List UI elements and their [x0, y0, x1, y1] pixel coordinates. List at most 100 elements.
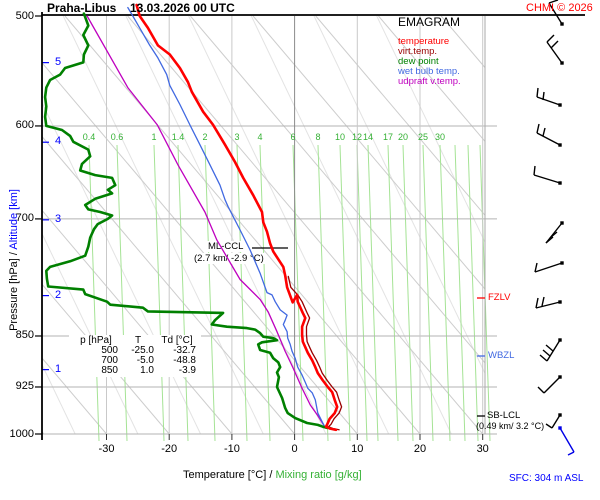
mixing-ratio-value: 25 [417, 132, 428, 142]
altitude-tick-label: 2 [55, 288, 62, 301]
mixing-ratio-line [236, 144, 248, 442]
wind-barb-dot [560, 61, 564, 65]
wind-barb-segment [542, 127, 546, 137]
wind-barb-dot [558, 375, 562, 379]
mixing-ratio-line [339, 144, 351, 442]
ml-ccl-label: ML-CCL [207, 241, 245, 252]
wind-barb-dot [558, 338, 562, 342]
moist-adiabat [376, 16, 485, 244]
wind-barb [537, 375, 562, 394]
table-cell: -32.7 [173, 345, 196, 356]
wind-barb-segment [535, 297, 539, 309]
moist-adiabat [62, 16, 264, 434]
mixing-ratio-value: 2 [202, 132, 208, 142]
mixing-ratio-value: 14 [362, 132, 373, 142]
sounding-data-table: p [hPa] T Td [°C] 500 -25.0 -32.7 700 -5.0 -48.8… [69, 335, 201, 377]
wind-barb-segment [546, 339, 561, 362]
wind-barb-segment [546, 41, 563, 64]
wind-barb-segment [546, 34, 555, 43]
dry-adiabat [315, 16, 485, 216]
wind-barb-segment [534, 262, 563, 273]
wind-barb [545, 413, 562, 429]
temperature-axis-label: Temperature [°C] [183, 469, 267, 481]
mixing-ratio-line [387, 144, 399, 442]
table-header-cell: p [hPa] [80, 335, 112, 346]
wind-barb-segment [567, 451, 575, 456]
wind-barb-dot [560, 22, 564, 26]
wind-barb [558, 426, 575, 456]
table-cell: -3.9 [178, 365, 196, 376]
wind-barb [536, 87, 562, 107]
wind-barb-dot [560, 261, 564, 265]
moist-adiabat [188, 16, 390, 434]
mixing-ratio-line [317, 144, 329, 442]
altitude-tick-label: 4 [55, 135, 62, 148]
wind-barb-segment [542, 349, 551, 357]
wind-barb-segment [536, 123, 540, 134]
legend-item-udpraft-v-temp-: udpraft v.temp. [398, 76, 461, 87]
moist-adiabat [313, 16, 485, 375]
table-cell: -25.0 [131, 345, 154, 356]
dry-adiabat [42, 61, 358, 434]
wind-barb-segment [533, 174, 561, 184]
table-header-row: p [hPa] T Td [°C] [72, 336, 198, 346]
legend-item-wet-bulb-temp-: wet bulb temp. [398, 66, 460, 77]
wind-barb-dot [558, 143, 562, 147]
pressure-tick-label: 700 [15, 212, 34, 225]
left-axis-title: Pressure [hPa] / Altitude [km] [8, 189, 20, 331]
pressure-tick-label: 1000 [9, 427, 34, 440]
table-header-cell: T [134, 335, 142, 346]
wind-barb-segment [534, 262, 538, 273]
mixing-ratio-line [204, 144, 216, 442]
wind-barb-dot [558, 426, 562, 430]
wind-barb-dot [560, 221, 564, 225]
mixing-ratio-value: 1 [151, 132, 157, 142]
wind-barb-segment [548, 0, 559, 4]
curve-dew-point [43, 12, 329, 430]
curve-virt-temp- [287, 275, 343, 431]
wind-barb [534, 261, 564, 273]
mixing-ratio-line [367, 144, 379, 442]
pressure-tick-label: 600 [15, 119, 34, 132]
mixing-ratio-line [422, 144, 434, 442]
wind-barb-segment [545, 236, 554, 244]
wind-barb-dot [558, 300, 562, 304]
wind-barb-segment [549, 231, 558, 239]
mixing-ratio-value: 3 [234, 132, 240, 142]
wind-barb-segment [536, 96, 561, 106]
dry-adiabat [252, 16, 485, 290]
copyright-text: CHMI © 2026 [526, 2, 593, 14]
wind-barb-segment [539, 354, 548, 362]
axis-separator-2: / [266, 469, 276, 481]
pressure-tick-label: 500 [15, 9, 34, 22]
mixing-ratio-value: 0.6 [110, 132, 124, 142]
table-header-cell: Td [°C] [161, 335, 193, 346]
wind-barb-segment [548, 2, 563, 25]
station-title: Praha-Libus [47, 1, 117, 15]
mixing-ratio-line [467, 144, 479, 442]
wind-barb-dot [558, 413, 562, 417]
altitude-tick-label: 1 [55, 362, 62, 375]
table-cell: -48.8 [173, 355, 196, 366]
mixing-axis-label: Mixing ratio [g/kg] [275, 469, 362, 481]
mixing-ratio-line [259, 144, 271, 442]
wind-barb-dot [558, 181, 562, 185]
dry-adiabat [127, 16, 484, 434]
wind-barb-segment [533, 165, 536, 176]
wind-barb [539, 338, 562, 362]
dry-adiabat [190, 16, 485, 364]
surface-elevation-label: SFC: 304 m ASL [509, 473, 584, 484]
wind-barb-segment [543, 376, 561, 394]
mixing-ratio-line [356, 144, 368, 442]
wind-barb-segment [545, 423, 553, 429]
bottom-axis-title: Temperature [°C] / Mixing ratio [g/kg] [183, 469, 362, 481]
temperature-tick-label: -10 [223, 443, 240, 455]
mixing-ratio-line [177, 144, 189, 442]
wind-barb [548, 0, 564, 26]
temperature-tick-label: 30 [476, 443, 489, 455]
legend: temperature virt.temp. dew point wet bulb t… [398, 37, 461, 87]
